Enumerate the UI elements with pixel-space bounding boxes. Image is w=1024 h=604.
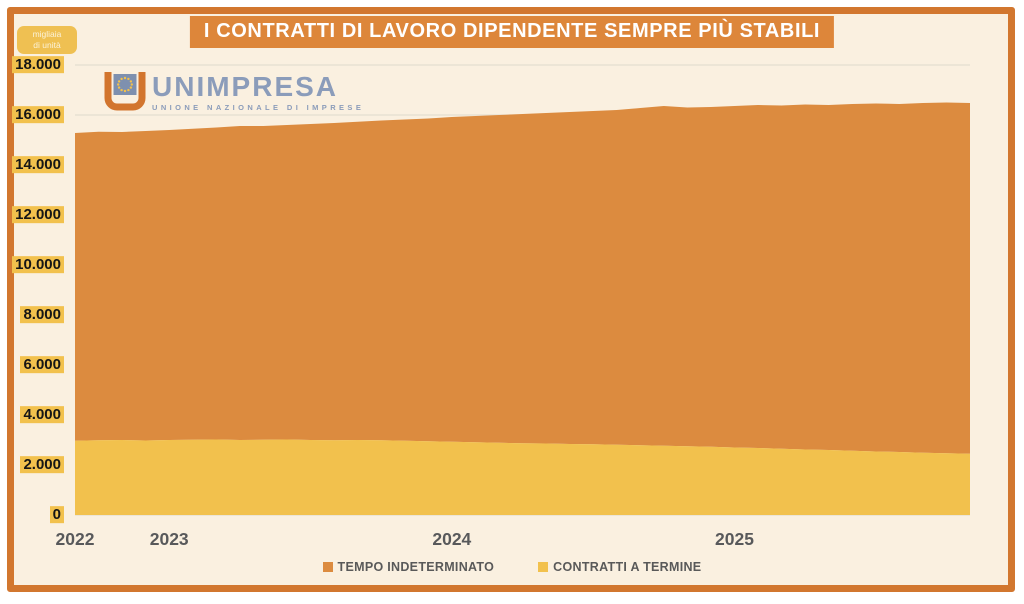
y-axis-label: 4.000 bbox=[20, 406, 64, 424]
unimpresa-logo-text: UNIMPRESA UNIONE NAZIONALE DI IMPRESE bbox=[152, 71, 365, 113]
unimpresa-logo-icon bbox=[103, 71, 147, 116]
legend-item-tempo-indeterminato: TEMPO INDETERMINATO bbox=[322, 560, 495, 574]
legend-label: TEMPO INDETERMINATO bbox=[337, 560, 495, 574]
unimpresa-logo: UNIMPRESA UNIONE NAZIONALE DI IMPRESE bbox=[103, 71, 364, 116]
legend-swatch-yellow-icon bbox=[538, 562, 549, 572]
y-axis-label: 12.000 bbox=[12, 206, 64, 224]
logo-tagline: UNIONE NAZIONALE DI IMPRESE bbox=[152, 103, 365, 112]
legend-item-contratti-a-termine: CONTRATTI A TERMINE bbox=[538, 560, 701, 574]
legend-swatch-orange-icon bbox=[322, 562, 333, 572]
y-axis-label: 16.000 bbox=[12, 106, 64, 124]
area-contratti-a-termine bbox=[75, 439, 970, 515]
y-axis-label: 0 bbox=[49, 506, 64, 524]
y-axis-label: 8.000 bbox=[20, 306, 64, 324]
unit-badge: migliaia di unità bbox=[17, 26, 77, 55]
logo-name: UNIMPRESA bbox=[152, 71, 339, 102]
y-axis-label: 14.000 bbox=[12, 156, 64, 174]
y-axis-label: 10.000 bbox=[12, 256, 64, 274]
y-axis: 0 2.000 4.000 6.000 8.000 10.000 12.000 14.000 1… bbox=[0, 0, 66, 604]
y-axis-label: 18.000 bbox=[12, 56, 64, 74]
chart-legend: TEMPO INDETERMINATO CONTRATTI A TERMINE bbox=[0, 560, 1024, 574]
page-title: I CONTRATTI DI LAVORO DIPENDENTE SEMPRE … bbox=[189, 16, 835, 48]
y-axis-label: 6.000 bbox=[20, 356, 64, 374]
unit-badge-line2: di unità bbox=[33, 40, 61, 51]
y-axis-label: 2.000 bbox=[20, 456, 64, 474]
unit-badge-line1: migliaia bbox=[32, 29, 62, 39]
legend-label: CONTRATTI A TERMINE bbox=[553, 560, 702, 574]
area-tempo-indeterminato bbox=[75, 102, 970, 454]
